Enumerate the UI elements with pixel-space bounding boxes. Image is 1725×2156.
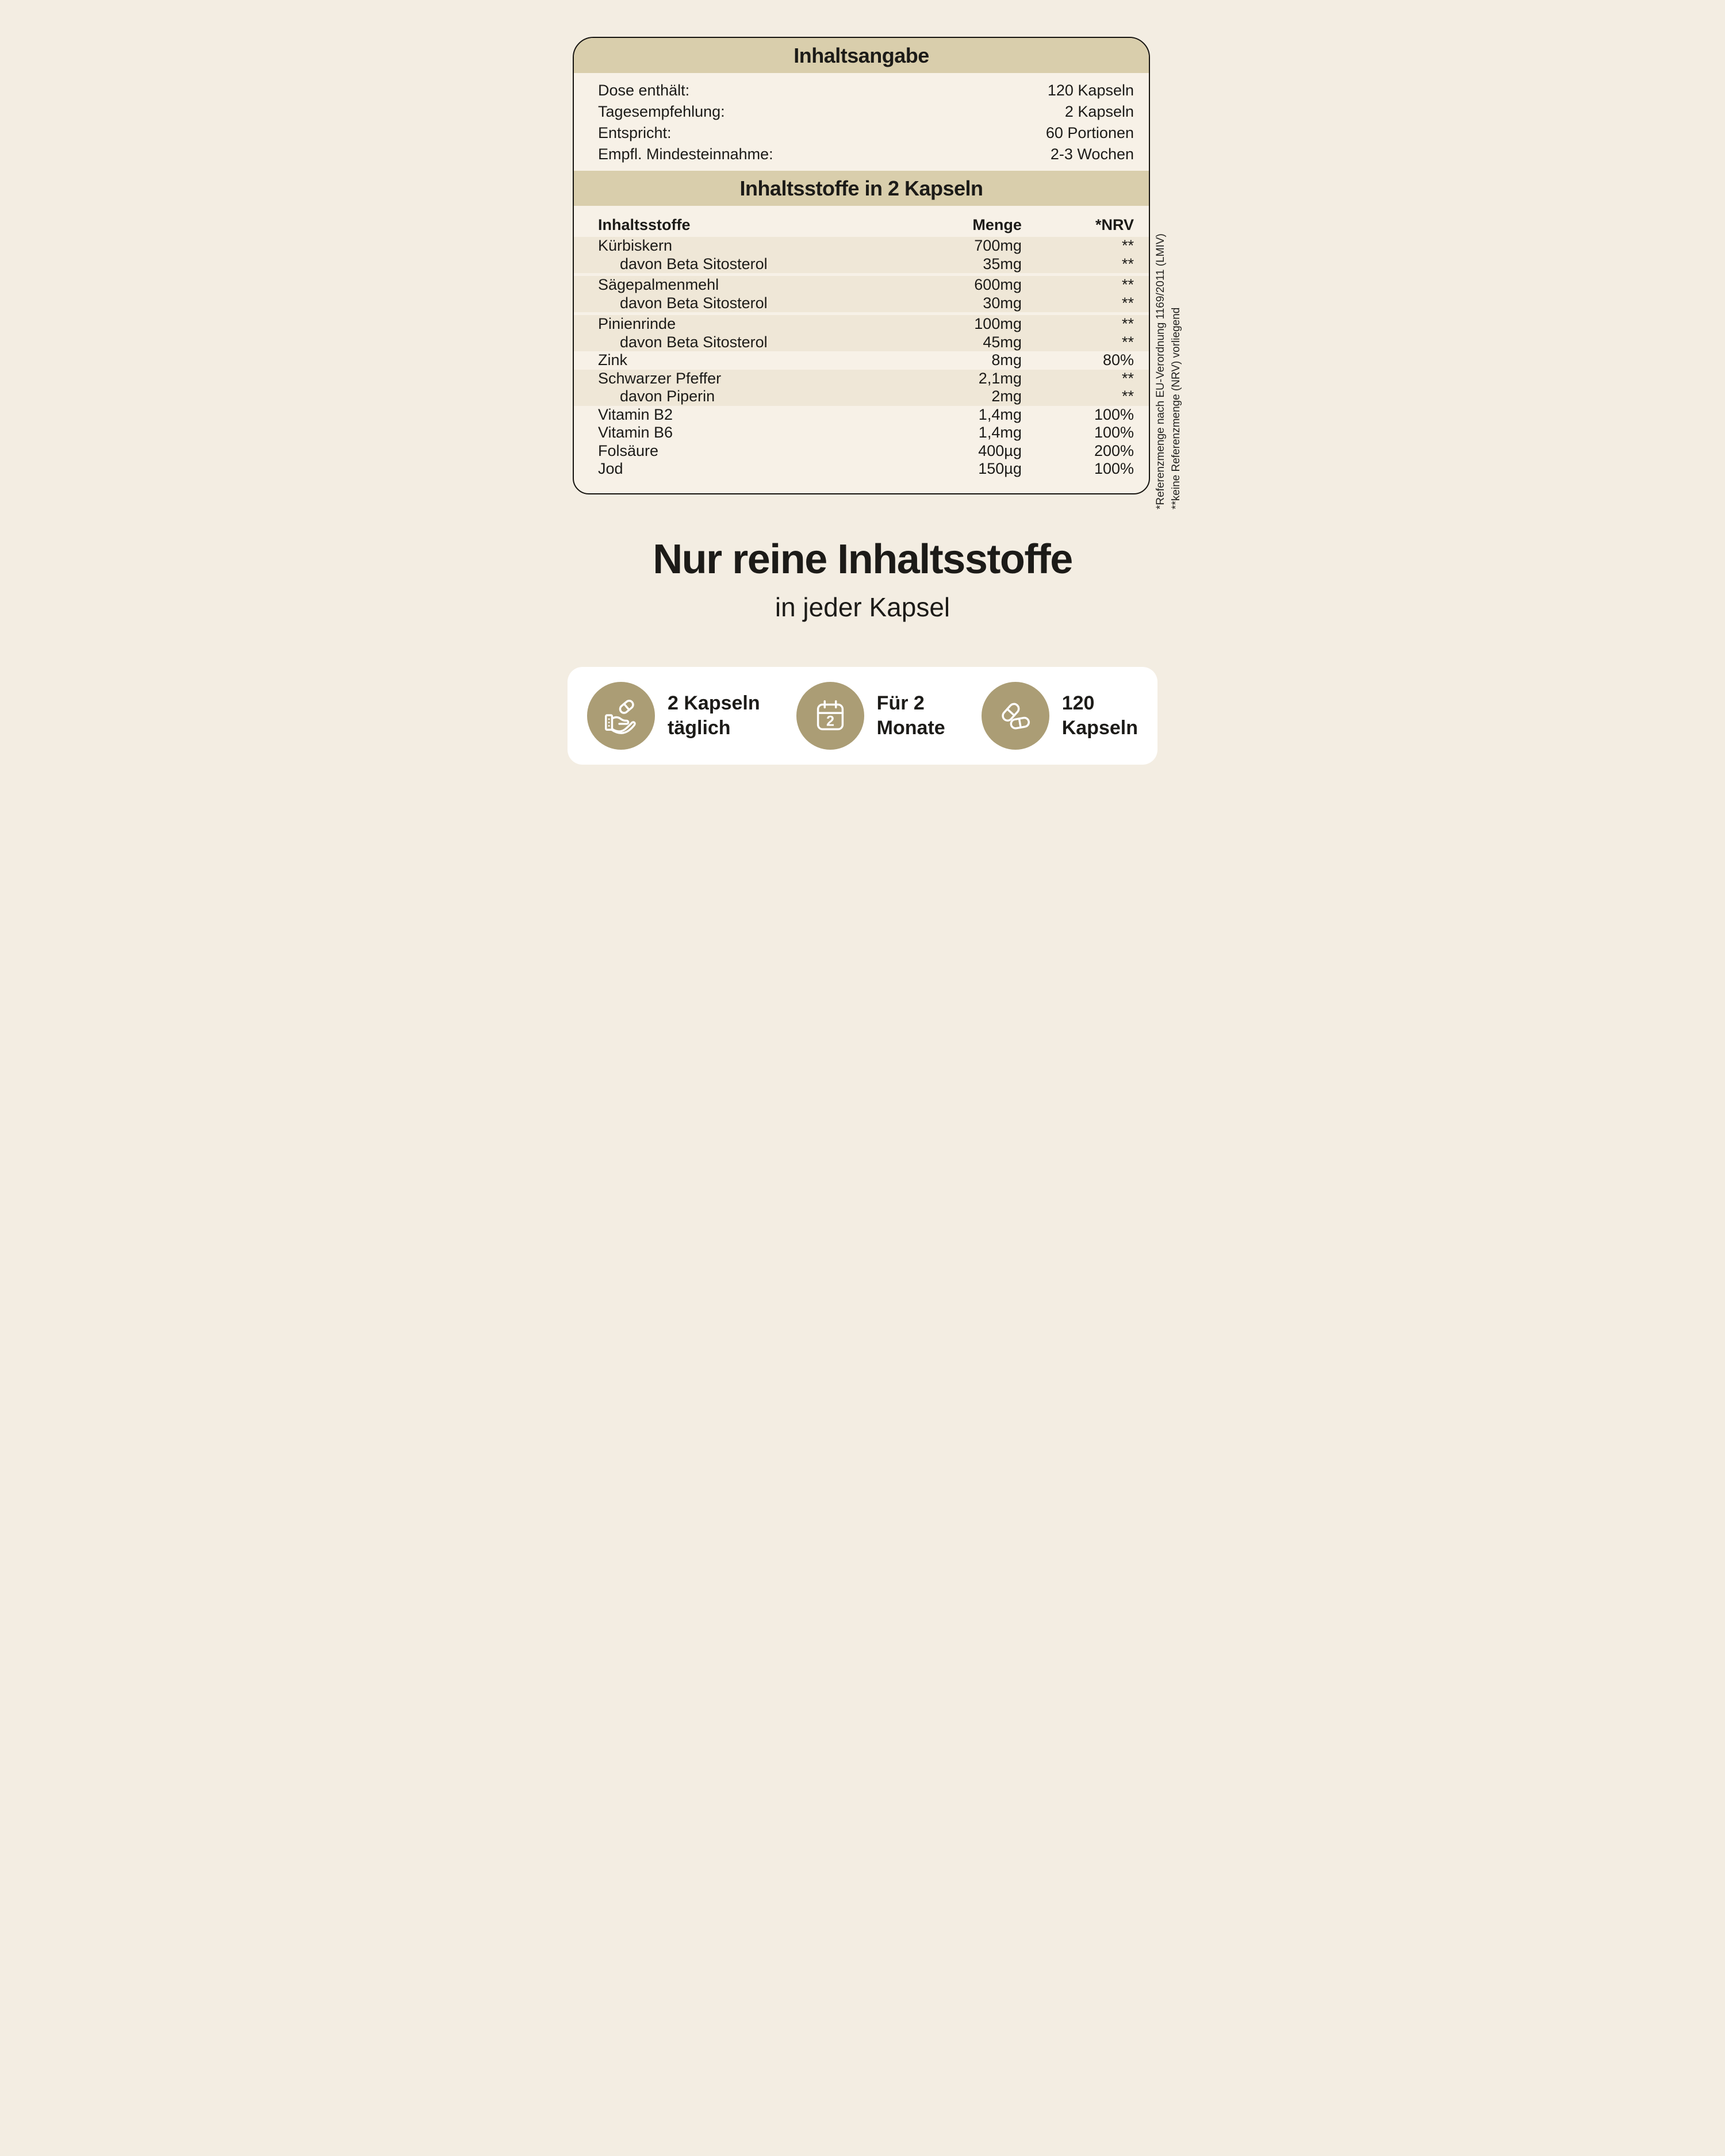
- ingredient-amount: 100mg: [974, 315, 1022, 332]
- benefit-duration-line1: Für 2: [876, 692, 925, 714]
- supplement-label-page: Inhaltsangabe Dose enthält: 120 Kapseln Ta…: [518, 0, 1208, 862]
- headline-block: Nur reine Inhaltsstoffe in jeder Kapsel: [518, 536, 1208, 622]
- ingredient-amount: 35mg: [983, 255, 1022, 273]
- ingredients-band: Inhaltsstoffe in 2 Kapseln: [574, 171, 1149, 206]
- ingredients-title: Inhaltsstoffe in 2 Kapseln: [739, 177, 983, 200]
- benefits-card: 2 Kapseln täglich 2 Für 2 Monate: [568, 667, 1157, 765]
- dose-info-row: Entspricht: 60 Portionen: [598, 122, 1134, 144]
- ingredient-nrv: **: [1121, 276, 1134, 293]
- capsules-icon: [981, 682, 1049, 750]
- card-title-band: Inhaltsangabe: [574, 38, 1149, 73]
- ingredient-amount: 1,4mg: [978, 424, 1022, 441]
- ingredient-amount: 700mg: [974, 237, 1022, 254]
- dose-info-label: Empfl. Mindesteinnahme:: [598, 145, 773, 163]
- dose-info-value: 60 Portionen: [1045, 124, 1134, 141]
- footnote-reference: *Referenzmenge nach EU-Verordnung 1169/2…: [1155, 233, 1167, 509]
- benefit-dosage-text: 2 Kapseln täglich: [668, 691, 760, 741]
- benefit-count-line2: Kapseln: [1061, 717, 1138, 739]
- table-row: davon Piperin 2mg **: [574, 388, 1149, 406]
- ingredient-name: Zink: [598, 351, 628, 369]
- dose-info-value: 120 Kapseln: [1047, 82, 1134, 99]
- ingredient-name: Vitamin B6: [598, 424, 673, 441]
- ingredient-name: davon Beta Sitosterol: [620, 294, 768, 312]
- calendar-number: 2: [826, 713, 834, 730]
- ingredient-nrv: 80%: [1102, 351, 1134, 369]
- ingredient-amount: 150µg: [978, 460, 1022, 477]
- ingredient-nrv: **: [1121, 333, 1134, 351]
- footnotes: *Referenzmenge nach EU-Verordnung 1169/2…: [1155, 199, 1183, 509]
- ingredient-name: Vitamin B2: [598, 405, 673, 423]
- benefit-duration: 2 Für 2 Monate: [796, 682, 945, 750]
- table-row: Pinienrinde 100mg **: [574, 315, 1149, 333]
- dose-info-value: 2-3 Wochen: [1050, 145, 1134, 163]
- calendar-icon: 2: [796, 682, 864, 750]
- ingredient-nrv: **: [1121, 388, 1134, 405]
- ingredient-name: davon Piperin: [620, 388, 715, 405]
- headline-title: Nur reine Inhaltsstoffe: [653, 536, 1073, 582]
- table-row: Schwarzer Pfeffer 2,1mg **: [574, 369, 1149, 388]
- benefit-count: 120 Kapseln: [981, 682, 1138, 750]
- dose-info-label: Tagesempfehlung:: [598, 103, 725, 120]
- ingredient-nrv: **: [1121, 255, 1134, 273]
- headline-subtitle: in jeder Kapsel: [775, 592, 950, 622]
- benefit-count-line1: 120: [1061, 692, 1095, 714]
- ingredient-amount: 45mg: [983, 333, 1022, 351]
- table-row: Folsäure 400µg 200%: [574, 442, 1149, 461]
- table-row: Zink 8mg 80%: [574, 351, 1149, 370]
- table-row: Vitamin B2 1,4mg 100%: [574, 406, 1149, 424]
- ingredient-nrv: 100%: [1094, 424, 1134, 441]
- ingredient-nrv: 100%: [1094, 460, 1134, 477]
- ingredient-name: Kürbiskern: [598, 237, 673, 254]
- ingredient-amount: 400µg: [978, 442, 1022, 459]
- benefit-duration-line2: Monate: [876, 717, 945, 739]
- header-ingredient: Inhaltsstoffe: [598, 216, 691, 233]
- ingredient-name: Pinienrinde: [598, 315, 676, 332]
- ingredient-amount: 2,1mg: [978, 369, 1022, 387]
- benefit-duration-text: Für 2 Monate: [877, 691, 945, 741]
- table-header: Inhaltsstoffe Menge *NRV: [574, 206, 1149, 237]
- footnote-no-nrv: **keine Referenzmenge (NRV) vorliegend: [1170, 307, 1182, 509]
- benefit-dosage-line1: 2 Kapseln: [668, 692, 760, 714]
- dose-info-row: Empfl. Mindesteinnahme: 2-3 Wochen: [598, 144, 1134, 165]
- ingredients-rows: Kürbiskern 700mg ** davon Beta Sitosterol 35…: [574, 237, 1149, 478]
- ingredient-name: Sägepalmenmehl: [598, 276, 719, 293]
- ingredient-amount: 2mg: [991, 388, 1022, 405]
- benefit-count-text: 120 Kapseln: [1062, 691, 1138, 741]
- ingredient-name: Folsäure: [598, 442, 659, 459]
- dose-info-row: Dose enthält: 120 Kapseln: [598, 80, 1134, 101]
- ingredient-amount: 1,4mg: [978, 405, 1022, 423]
- header-nrv: *NRV: [1095, 216, 1134, 233]
- hand-pill-icon: [587, 682, 655, 750]
- ingredient-nrv: 200%: [1094, 442, 1134, 459]
- dose-info: Dose enthält: 120 Kapseln Tagesempfehlung:…: [574, 73, 1149, 171]
- ingredient-nrv: **: [1121, 237, 1134, 254]
- ingredient-amount: 8mg: [991, 351, 1022, 369]
- ingredient-name: Schwarzer Pfeffer: [598, 369, 722, 387]
- table-row: davon Beta Sitosterol 30mg **: [574, 294, 1149, 312]
- ingredient-amount: 600mg: [974, 276, 1022, 293]
- ingredient-name: davon Beta Sitosterol: [620, 333, 768, 351]
- ingredient-nrv: **: [1121, 294, 1134, 312]
- dose-info-label: Dose enthält:: [598, 82, 690, 99]
- dose-info-row: Tagesempfehlung: 2 Kapseln: [598, 101, 1134, 122]
- nutrition-card: Inhaltsangabe Dose enthält: 120 Kapseln Ta…: [573, 37, 1150, 494]
- card-title: Inhaltsangabe: [793, 44, 929, 67]
- ingredient-name: Jod: [598, 460, 623, 477]
- table-row: Kürbiskern 700mg **: [574, 237, 1149, 255]
- dose-info-value: 2 Kapseln: [1064, 103, 1134, 120]
- ingredient-name: davon Beta Sitosterol: [620, 255, 768, 273]
- table-row: Vitamin B6 1,4mg 100%: [574, 424, 1149, 442]
- table-row: Jod 150µg 100%: [574, 460, 1149, 478]
- table-row: davon Beta Sitosterol 45mg **: [574, 333, 1149, 351]
- dose-info-label: Entspricht:: [598, 124, 672, 141]
- ingredient-nrv: **: [1121, 369, 1134, 387]
- ingredient-nrv: 100%: [1094, 405, 1134, 423]
- ingredient-nrv: **: [1121, 315, 1134, 332]
- benefit-dosage-line2: täglich: [668, 717, 731, 739]
- ingredient-amount: 30mg: [983, 294, 1022, 312]
- benefit-dosage: 2 Kapseln täglich: [587, 682, 760, 750]
- table-row: davon Beta Sitosterol 35mg **: [574, 255, 1149, 273]
- header-amount: Menge: [972, 216, 1022, 233]
- table-row: Sägepalmenmehl 600mg **: [574, 276, 1149, 294]
